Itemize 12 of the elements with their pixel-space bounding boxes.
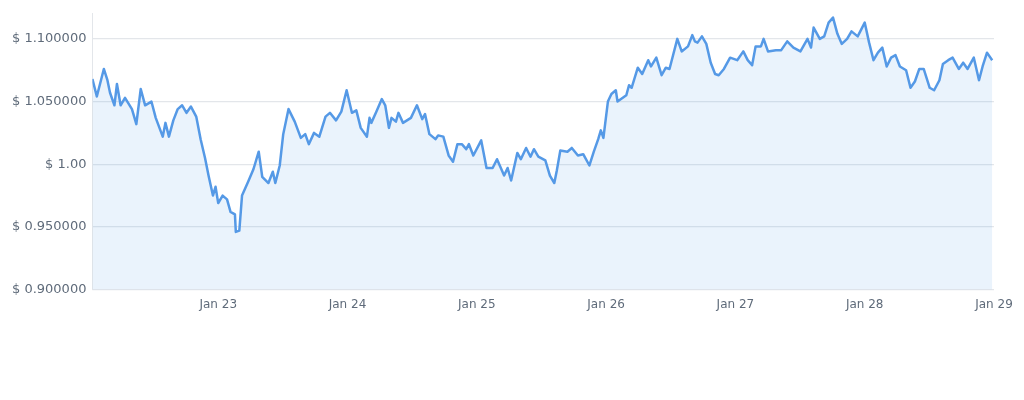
x-tick-label: Jan 29 [974, 296, 1013, 311]
y-tick-label: $ 1.00 [45, 155, 87, 171]
x-tick-label: Jan 28 [844, 296, 884, 311]
y-tick-label: $ 1.050000 [12, 92, 87, 108]
x-tick-label: Jan 24 [327, 296, 367, 311]
x-tick-label: Jan 26 [586, 296, 625, 311]
y-tick-label: $ 0.950000 [12, 218, 87, 234]
y-tick-label: $ 0.900000 [12, 280, 87, 296]
y-tick-label: $ 1.100000 [12, 30, 87, 46]
x-tick-label: Jan 25 [457, 296, 496, 311]
x-tick-label: Jan 23 [198, 296, 238, 311]
x-tick-label: Jan 27 [715, 296, 755, 311]
